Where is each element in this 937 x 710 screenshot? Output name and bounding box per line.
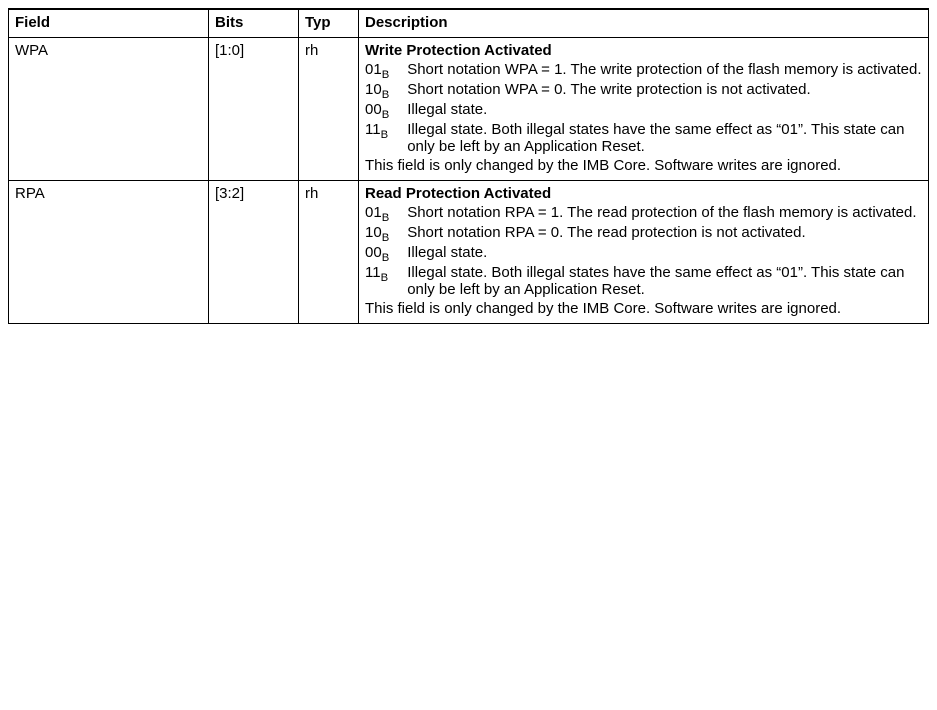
- desc-note: This field is only changed by the IMB Co…: [365, 300, 922, 317]
- desc-title: Read Protection Activated: [365, 185, 922, 202]
- value-row: 10B Short notation RPA = 0. The read pro…: [365, 224, 922, 244]
- table-row: RPA [3:2] rh Read Protection Activated 0…: [9, 181, 929, 324]
- value-text: Short notation RPA = 1. The read protect…: [407, 204, 922, 224]
- col-header-desc: Description: [359, 9, 929, 38]
- value-code: 00B: [365, 101, 407, 121]
- cell-desc: Write Protection Activated 01B Short not…: [359, 38, 929, 181]
- value-row: 11B Illegal state. Both illegal states h…: [365, 264, 922, 298]
- desc-note: This field is only changed by the IMB Co…: [365, 157, 922, 174]
- desc-title: Write Protection Activated: [365, 42, 922, 59]
- cell-field: RPA: [9, 181, 209, 324]
- cell-bits: [3:2]: [209, 181, 299, 324]
- value-code: 00B: [365, 244, 407, 264]
- register-field-table: Field Bits Typ Description WPA [1:0] rh …: [8, 8, 929, 324]
- value-code: 11B: [365, 264, 407, 298]
- col-header-field: Field: [9, 9, 209, 38]
- value-text: Short notation WPA = 1. The write protec…: [407, 61, 922, 81]
- col-header-bits: Bits: [209, 9, 299, 38]
- value-row: 01B Short notation RPA = 1. The read pro…: [365, 204, 922, 224]
- cell-bits: [1:0]: [209, 38, 299, 181]
- value-text: Short notation WPA = 0. The write protec…: [407, 81, 922, 101]
- value-text: Illegal state.: [407, 244, 922, 264]
- table-row: WPA [1:0] rh Write Protection Activated …: [9, 38, 929, 181]
- value-row: 11B Illegal state. Both illegal states h…: [365, 121, 922, 155]
- value-row: 01B Short notation WPA = 1. The write pr…: [365, 61, 922, 81]
- value-text: Illegal state. Both illegal states have …: [407, 121, 922, 155]
- value-text: Illegal state.: [407, 101, 922, 121]
- cell-field: WPA: [9, 38, 209, 181]
- value-list: 01B Short notation WPA = 1. The write pr…: [365, 61, 922, 155]
- value-row: 10B Short notation WPA = 0. The write pr…: [365, 81, 922, 101]
- col-header-typ: Typ: [299, 9, 359, 38]
- cell-desc: Read Protection Activated 01B Short nota…: [359, 181, 929, 324]
- value-code: 11B: [365, 121, 407, 155]
- value-text: Illegal state. Both illegal states have …: [407, 264, 922, 298]
- value-code: 10B: [365, 81, 407, 101]
- value-row: 00B Illegal state.: [365, 244, 922, 264]
- value-code: 01B: [365, 61, 407, 81]
- value-code: 01B: [365, 204, 407, 224]
- table-header-row: Field Bits Typ Description: [9, 9, 929, 38]
- value-list: 01B Short notation RPA = 1. The read pro…: [365, 204, 922, 298]
- cell-typ: rh: [299, 181, 359, 324]
- value-row: 00B Illegal state.: [365, 101, 922, 121]
- value-code: 10B: [365, 224, 407, 244]
- cell-typ: rh: [299, 38, 359, 181]
- value-text: Short notation RPA = 0. The read protect…: [407, 224, 922, 244]
